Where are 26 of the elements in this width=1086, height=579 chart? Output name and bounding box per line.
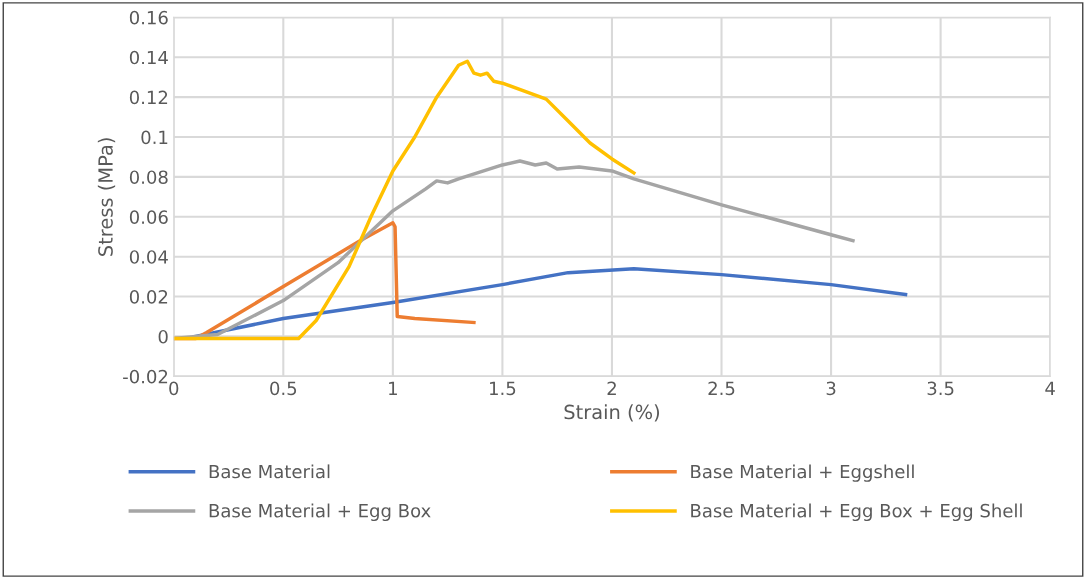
x-tick-label: 3.5 — [927, 381, 954, 396]
x-tick-label: 1.5 — [490, 381, 516, 396]
y-tick-label: 0.06 — [129, 210, 168, 224]
x-tick-label: 3 — [826, 381, 836, 396]
legend-label: Base Material + Egg Box — [209, 503, 431, 522]
x-tick-label: 2 — [607, 381, 616, 395]
y-tick-label: 0.1 — [141, 130, 168, 145]
y-tick-label: 0.04 — [129, 250, 168, 264]
legend-label: Base Material + Egg Box + Egg Shell — [691, 503, 1022, 522]
y-tick-label: 0 — [158, 329, 168, 344]
y-axis-title: Stress (MPa) — [97, 138, 116, 256]
y-tick-label: 0.08 — [129, 170, 168, 185]
y-tick-label: 0.12 — [129, 90, 168, 105]
legend-label: Base Material — [209, 464, 330, 479]
x-tick-label: 4 — [1045, 381, 1055, 395]
y-tick-label: 0.02 — [129, 290, 168, 304]
x-axis-title: Strain (%) — [564, 404, 660, 422]
x-tick-label: 2.5 — [708, 381, 735, 396]
line-series — [173, 59, 636, 341]
y-tick-label: -0.02 — [123, 369, 168, 384]
x-tick-label: 1 — [389, 381, 397, 395]
y-tick-label: 0.16 — [129, 10, 168, 25]
legend-label: Base Material + Eggshell — [691, 464, 914, 482]
x-tick-label: 0 — [169, 381, 179, 396]
y-tick-label: 0.14 — [129, 50, 168, 65]
x-tick-label: 0.5 — [270, 381, 297, 396]
